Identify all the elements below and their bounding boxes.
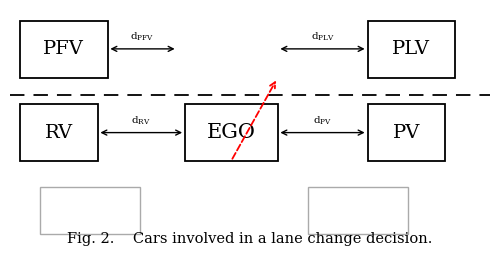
Bar <box>368 104 445 161</box>
Bar <box>20 104 98 161</box>
Bar <box>40 187 140 234</box>
Text: d$_{\mathregular{PFV}}$: d$_{\mathregular{PFV}}$ <box>130 30 154 43</box>
Text: d$_{\mathregular{PV}}$: d$_{\mathregular{PV}}$ <box>313 114 332 127</box>
Text: d$_{\mathregular{PLV}}$: d$_{\mathregular{PLV}}$ <box>310 30 334 43</box>
Bar <box>368 21 455 78</box>
Text: PLV: PLV <box>392 40 430 58</box>
Text: RV: RV <box>44 124 73 142</box>
Text: EGO: EGO <box>207 123 256 142</box>
Text: PV: PV <box>392 124 420 142</box>
Text: PFV: PFV <box>44 40 84 58</box>
Bar <box>185 104 278 161</box>
Bar <box>20 21 108 78</box>
Text: d$_{\mathregular{RV}}$: d$_{\mathregular{RV}}$ <box>131 114 151 127</box>
Bar <box>308 187 408 234</box>
Text: Fig. 2.    Cars involved in a lane change decision.: Fig. 2. Cars involved in a lane change d… <box>68 232 432 246</box>
